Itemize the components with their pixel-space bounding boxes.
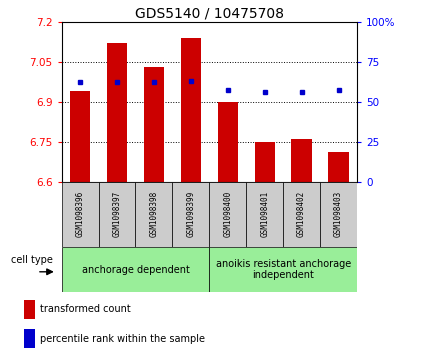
Text: GSM1098398: GSM1098398 [150, 191, 159, 237]
Text: cell type: cell type [11, 254, 53, 265]
Bar [70, 91, 90, 182]
Bar [209, 182, 246, 247]
Text: GSM1098402: GSM1098402 [297, 191, 306, 237]
Bar [173, 182, 209, 247]
Bar [320, 182, 357, 247]
Text: anchorage dependent: anchorage dependent [82, 265, 190, 274]
Bar [99, 182, 136, 247]
Bar [209, 247, 357, 292]
Title: GDS5140 / 10475708: GDS5140 / 10475708 [135, 7, 284, 21]
Bar [246, 182, 283, 247]
Bar [144, 67, 164, 182]
Text: GSM1098399: GSM1098399 [186, 191, 196, 237]
Bar [62, 182, 99, 247]
Text: anoikis resistant anchorage
independent: anoikis resistant anchorage independent [215, 259, 351, 280]
Text: transformed count: transformed count [40, 304, 131, 314]
Text: GSM1098396: GSM1098396 [76, 191, 85, 237]
Bar [24, 300, 34, 319]
Bar [181, 38, 201, 182]
Text: GSM1098401: GSM1098401 [260, 191, 269, 237]
Bar [255, 142, 275, 182]
Bar [218, 102, 238, 182]
Bar [136, 182, 173, 247]
Bar [329, 152, 348, 182]
Text: GSM1098397: GSM1098397 [113, 191, 122, 237]
Bar [292, 139, 312, 182]
Bar [24, 329, 34, 348]
Bar [107, 43, 127, 182]
Text: GSM1098400: GSM1098400 [223, 191, 232, 237]
Text: GSM1098403: GSM1098403 [334, 191, 343, 237]
Text: percentile rank within the sample: percentile rank within the sample [40, 334, 205, 344]
Bar [62, 247, 209, 292]
Bar [283, 182, 320, 247]
